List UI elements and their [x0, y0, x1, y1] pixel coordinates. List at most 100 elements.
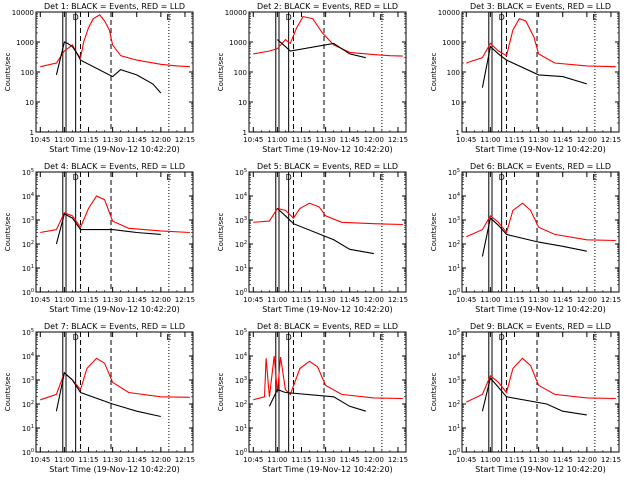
x-tick-label: 11:00 — [267, 456, 287, 464]
marker-label: D — [499, 173, 505, 182]
y-tick-label: 105 — [448, 168, 460, 177]
y-tick-label: 10 — [238, 99, 247, 107]
x-axis-label: Start Time (19-Nov-12 10:42:20) — [475, 465, 605, 474]
x-tick-label: 11:30 — [103, 456, 123, 464]
panel-title: Det 8: BLACK = Events, RED = LLD — [257, 322, 398, 331]
y-tick-label: 102 — [448, 240, 460, 249]
y-tick-label: 1000 — [442, 39, 460, 47]
y-tick-label: 105 — [448, 328, 460, 337]
detector-panel: Det 7: BLACK = Events, RED = LLD 100 101 10… — [4, 322, 195, 474]
y-tick-label: 100 — [22, 448, 34, 457]
x-tick-label: 11:15 — [78, 136, 98, 144]
y-tick-label: 100 — [22, 288, 34, 297]
x-tick-label: 11:15 — [504, 136, 524, 144]
plot-frame — [461, 171, 620, 293]
x-tick-label: 11:15 — [78, 296, 98, 304]
y-tick-label: 101 — [448, 424, 460, 433]
events-series-line — [277, 39, 366, 59]
x-tick-label: 11:00 — [54, 456, 74, 464]
x-tick-label: 11:30 — [103, 296, 123, 304]
plot-frame — [248, 171, 407, 293]
x-tick-label: 12:00 — [151, 136, 171, 144]
x-tick-label: 11:00 — [54, 136, 74, 144]
y-tick-label: 105 — [22, 168, 34, 177]
x-tick-label: 12:15 — [388, 456, 408, 464]
y-tick-label: 103 — [235, 216, 247, 225]
y-tick-label: 101 — [448, 264, 460, 273]
y-tick-label: 10 — [451, 99, 460, 107]
x-tick-label: 12:15 — [601, 456, 621, 464]
x-tick-label: 11:30 — [316, 296, 336, 304]
marker-label: E — [379, 13, 384, 22]
x-axis-label: Start Time (19-Nov-12 10:42:20) — [262, 465, 392, 474]
lld-series-line — [253, 15, 403, 57]
x-tick-label: 10:45 — [30, 456, 50, 464]
events-series-line — [277, 208, 374, 255]
y-tick-label: 10000 — [12, 9, 34, 17]
marker-label: D — [286, 173, 292, 182]
x-axis-label: Start Time (19-Nov-12 10:42:20) — [262, 305, 392, 314]
panel-title: Det 4: BLACK = Events, RED = LLD — [44, 162, 185, 171]
y-tick-label: 1 — [30, 129, 34, 137]
marker-label: E — [166, 333, 171, 342]
x-tick-label: 12:15 — [601, 136, 621, 144]
x-tick-label: 12:15 — [388, 296, 408, 304]
panel-title: Det 5: BLACK = Events, RED = LLD — [257, 162, 398, 171]
x-axis-label: Start Time (19-Nov-12 10:42:20) — [262, 145, 392, 154]
x-tick-label: 12:00 — [577, 296, 597, 304]
marker-label: D — [286, 333, 292, 342]
x-tick-label: 12:15 — [388, 136, 408, 144]
y-tick-label: 102 — [235, 240, 247, 249]
marker-label: D — [286, 13, 292, 22]
detector-panel: Det 2: BLACK = Events, RED = LLD 1 10 100 10… — [217, 2, 408, 154]
y-tick-label: 100 — [235, 448, 247, 457]
y-tick-label: 103 — [22, 376, 34, 385]
y-tick-label: 102 — [235, 400, 247, 409]
x-tick-label: 11:45 — [340, 296, 360, 304]
x-tick-label: 12:00 — [364, 456, 384, 464]
y-axis-label: Counts/sec — [217, 373, 225, 412]
x-tick-label: 11:15 — [291, 136, 311, 144]
detector-panel: Det 3: BLACK = Events, RED = LLD 1 10 100 10… — [430, 2, 621, 154]
events-series-line — [55, 371, 161, 418]
marker-label: E — [166, 173, 171, 182]
x-tick-label: 11:45 — [127, 136, 147, 144]
marker-label: E — [166, 13, 171, 22]
events-series-line — [55, 213, 161, 245]
y-axis-label: Counts/sec — [430, 213, 438, 252]
lld-series-line — [253, 355, 403, 401]
x-tick-label: 10:45 — [456, 136, 476, 144]
panel-title: Det 7: BLACK = Events, RED = LLD — [44, 322, 185, 331]
x-tick-label: 11:45 — [340, 136, 360, 144]
y-axis-label: Counts/sec — [217, 213, 225, 252]
x-tick-label: 11:00 — [480, 296, 500, 304]
events-series-line — [55, 41, 162, 94]
y-tick-label: 105 — [22, 328, 34, 337]
y-tick-label: 101 — [22, 264, 34, 273]
x-tick-label: 10:45 — [30, 136, 50, 144]
x-tick-label: 11:30 — [529, 456, 549, 464]
x-tick-label: 11:15 — [291, 456, 311, 464]
y-tick-label: 10000 — [225, 9, 247, 17]
y-tick-label: 102 — [448, 400, 460, 409]
x-axis-label: Start Time (19-Nov-12 10:42:20) — [475, 145, 605, 154]
marker-label: D — [73, 13, 79, 22]
x-axis-label: Start Time (19-Nov-12 10:42:20) — [49, 145, 179, 154]
y-tick-label: 1 — [456, 129, 460, 137]
x-tick-label: 12:00 — [577, 136, 597, 144]
y-tick-label: 104 — [448, 192, 460, 201]
plot-frame — [461, 331, 620, 453]
y-tick-label: 10 — [25, 99, 34, 107]
y-tick-label: 102 — [22, 400, 34, 409]
panel-title: Det 3: BLACK = Events, RED = LLD — [470, 2, 611, 11]
y-tick-label: 101 — [235, 264, 247, 273]
x-tick-label: 10:45 — [243, 136, 263, 144]
y-axis-label: Counts/sec — [4, 213, 12, 252]
x-tick-label: 11:45 — [127, 296, 147, 304]
y-axis-label: Counts/sec — [217, 53, 225, 92]
x-tick-label: 12:15 — [601, 296, 621, 304]
events-series-line — [481, 217, 587, 257]
events-series-line — [481, 45, 587, 88]
plot-frame — [35, 171, 194, 293]
x-tick-label: 10:45 — [30, 296, 50, 304]
